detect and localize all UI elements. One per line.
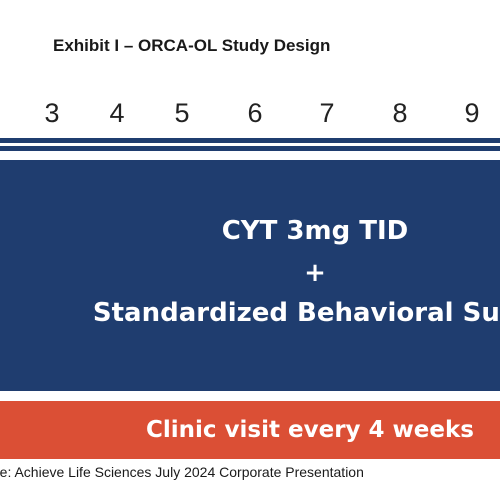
week-label: 9 bbox=[464, 98, 480, 128]
week-label: 4 bbox=[109, 98, 125, 128]
timeline-bar bbox=[0, 138, 500, 151]
week-label: 3 bbox=[44, 98, 60, 128]
week-scale: 3 4 5 6 7 8 9 bbox=[0, 98, 500, 134]
treatment-drug-label: CYT 3mg TID bbox=[221, 216, 409, 246]
treatment-support-label: Standardized Behavioral Supp bbox=[92, 298, 500, 328]
exhibit-title: Exhibit I – ORCA-OL Study Design bbox=[53, 36, 331, 55]
treatment-arm-box: CYT 3mg TID + Standardized Behavioral Su… bbox=[0, 160, 500, 391]
week-label: 6 bbox=[247, 98, 263, 128]
clinic-visit-box: Clinic visit every 4 weeks bbox=[0, 401, 500, 459]
source-note: rce: Achieve Life Sciences July 2024 Cor… bbox=[0, 464, 500, 484]
week-label: 8 bbox=[392, 98, 408, 128]
treatment-plus-sign: + bbox=[304, 258, 326, 288]
clinic-visit-label: Clinic visit every 4 weeks bbox=[146, 417, 474, 443]
week-label: 7 bbox=[319, 98, 335, 128]
source-text: rce: Achieve Life Sciences July 2024 Cor… bbox=[0, 464, 364, 480]
week-label: 5 bbox=[174, 98, 190, 128]
